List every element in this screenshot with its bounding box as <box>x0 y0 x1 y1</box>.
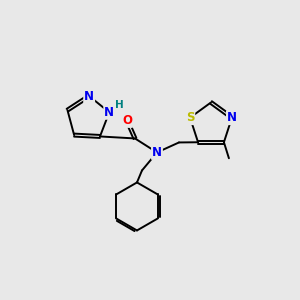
Text: N: N <box>152 146 162 159</box>
Text: N: N <box>227 111 237 124</box>
Text: S: S <box>186 111 194 124</box>
Text: O: O <box>122 114 132 127</box>
Text: N: N <box>84 89 94 103</box>
Text: H: H <box>115 100 124 110</box>
Text: N: N <box>104 106 114 119</box>
